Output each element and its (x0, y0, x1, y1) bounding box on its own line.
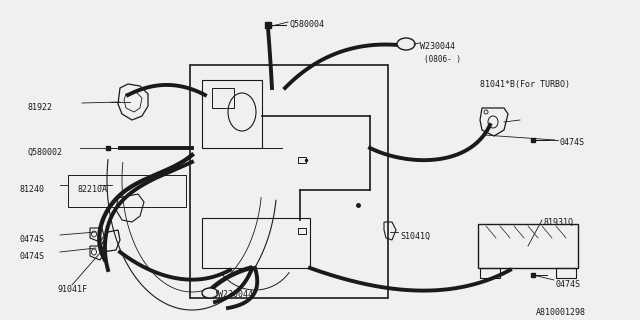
Bar (202, 80, 262, 148)
Ellipse shape (202, 288, 218, 298)
Text: (0806- ): (0806- ) (424, 55, 461, 64)
Bar (190, 65, 388, 298)
Bar (68, 175, 186, 207)
Text: 81922: 81922 (28, 103, 53, 112)
Text: 0474S: 0474S (560, 138, 585, 147)
Bar (478, 224, 578, 268)
Text: A810001298: A810001298 (536, 308, 586, 317)
Text: 81931Q: 81931Q (543, 218, 573, 227)
Text: S1041Q: S1041Q (400, 232, 430, 241)
Bar (556, 268, 576, 278)
Bar (480, 268, 500, 278)
Ellipse shape (397, 38, 415, 50)
Text: 82210A: 82210A (78, 185, 108, 194)
Text: Q580004: Q580004 (290, 20, 325, 29)
Text: 0474S: 0474S (20, 252, 45, 261)
Text: 0474S: 0474S (556, 280, 581, 289)
Text: W230044: W230044 (420, 42, 455, 51)
Bar (298, 228, 306, 234)
Text: 81240: 81240 (20, 185, 45, 194)
Bar (212, 88, 234, 108)
Bar (202, 218, 310, 268)
Text: 91041F: 91041F (58, 285, 88, 294)
Text: Q580002: Q580002 (28, 148, 63, 157)
Text: 0474S: 0474S (20, 235, 45, 244)
Text: W230044: W230044 (218, 290, 253, 299)
Bar (298, 157, 306, 163)
Text: 81041*B(For TURBO): 81041*B(For TURBO) (480, 80, 570, 89)
